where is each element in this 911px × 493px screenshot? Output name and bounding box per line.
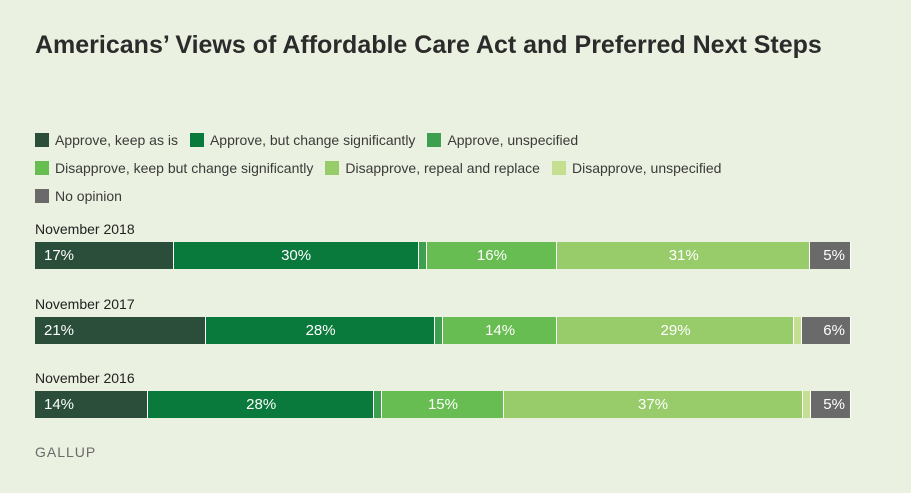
bar-segment	[374, 391, 383, 418]
legend-item-approve-unspecified: Approve, unspecified	[427, 132, 578, 148]
source-label: GALLUP	[35, 444, 97, 460]
bar-segment	[418, 242, 427, 269]
category-label: November 2017	[35, 296, 135, 312]
legend-swatch	[189, 133, 204, 147]
stacked-bar-row: 14% 28% 15% 37% 5%	[35, 391, 851, 418]
data-label: 5%	[823, 396, 845, 413]
legend-row: No opinion	[35, 182, 895, 210]
data-label: 17%	[44, 247, 75, 264]
legend-item-disapprove-unspecified: Disapprove, unspecified	[551, 160, 722, 176]
data-label: 5%	[823, 247, 845, 264]
bar-segment	[35, 242, 174, 269]
bar-segment	[443, 317, 558, 344]
bar-segment	[810, 391, 851, 418]
data-label: 28%	[246, 396, 277, 413]
legend-swatch	[35, 189, 49, 203]
category-label: November 2016	[35, 370, 135, 386]
legend-swatch	[551, 161, 566, 175]
data-label: 28%	[305, 322, 336, 339]
data-label: 16%	[476, 247, 507, 264]
bar-segment	[148, 391, 375, 418]
bar-segment	[802, 391, 811, 418]
data-label: 31%	[668, 247, 699, 264]
legend-label: Approve, unspecified	[447, 132, 579, 148]
bar-segment	[35, 317, 207, 344]
legend-row: Disapprove, keep but change significantl…	[35, 154, 895, 182]
bar-segment	[557, 242, 811, 269]
bar-segment	[802, 317, 851, 344]
chart-title: Americans’ Views of Affordable Care Act …	[35, 31, 822, 59]
legend-label: Approve, keep as is	[55, 132, 178, 148]
category-label: November 2018	[35, 221, 135, 237]
data-label: 29%	[660, 322, 691, 339]
data-label: 14%	[485, 322, 516, 339]
bar-segment	[206, 317, 435, 344]
legend-label: Disapprove, unspecified	[571, 160, 722, 176]
legend-item-approve-keep: Approve, keep as is	[35, 132, 178, 148]
bar-segment	[173, 242, 419, 269]
data-label: 6%	[823, 322, 845, 339]
data-label: 21%	[44, 322, 75, 339]
stacked-bar-row: 21% 28% 14% 29% 6%	[35, 317, 851, 344]
bar-segment	[503, 391, 803, 418]
bar-segment	[810, 242, 851, 269]
legend-swatch	[325, 161, 340, 175]
data-label: 30%	[281, 247, 312, 264]
legend-swatch	[427, 133, 442, 147]
bar-segment	[35, 391, 149, 418]
legend-label: Approve, but change significantly	[209, 132, 416, 148]
legend-label: Disapprove, repeal and replace	[345, 160, 540, 176]
legend-item-no-opinion: No opinion	[35, 188, 122, 204]
bar-segment	[793, 317, 803, 344]
legend-item-disapprove-change: Disapprove, keep but change significantl…	[35, 160, 313, 176]
legend-item-approve-change: Approve, but change significantly	[189, 132, 416, 148]
legend-swatch	[35, 161, 49, 175]
data-label: 14%	[44, 396, 75, 413]
legend-label: Disapprove, keep but change significantl…	[55, 160, 314, 176]
stacked-bar-row: 17% 30% 16% 31% 5%	[35, 242, 851, 269]
bar-segment	[426, 242, 558, 269]
bar-segment	[434, 317, 443, 344]
legend-label: No opinion	[55, 188, 122, 204]
legend-item-disapprove-repeal: Disapprove, repeal and replace	[325, 160, 540, 176]
legend-row: Approve, keep as is Approve, but change …	[35, 126, 895, 154]
legend: Approve, keep as is Approve, but change …	[35, 126, 895, 210]
data-label: 37%	[638, 396, 669, 413]
data-label: 15%	[427, 396, 458, 413]
bar-segment	[557, 317, 794, 344]
legend-swatch	[35, 133, 49, 147]
bar-segment	[382, 391, 504, 418]
